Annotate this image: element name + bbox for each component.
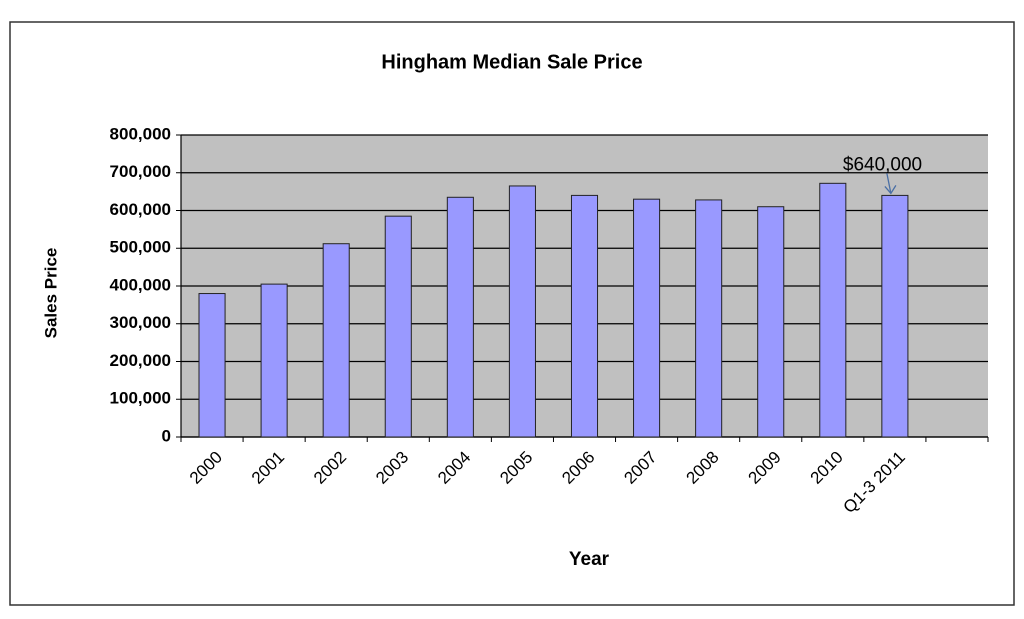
chart-title: Hingham Median Sale Price [381, 51, 642, 73]
bar [322, 243, 350, 438]
y-tick-label: 300,000 [110, 313, 171, 332]
y-axis-label: Sales Price [41, 248, 60, 339]
bar [819, 182, 847, 438]
y-tick-label: 800,000 [110, 124, 171, 143]
y-tick-label: 200,000 [110, 351, 171, 370]
x-axis-label: Year [569, 549, 610, 570]
annotation-arrow [886, 173, 892, 194]
bar [384, 215, 412, 438]
y-tick-label: 600,000 [110, 200, 171, 219]
y-tick-label: 700,000 [110, 162, 171, 181]
bar [446, 196, 474, 438]
bar [881, 194, 909, 438]
bar [570, 194, 599, 438]
y-tick-label: 400,000 [110, 275, 171, 294]
bar [757, 206, 785, 438]
annotation-arrowhead [884, 185, 897, 195]
bar [508, 185, 536, 438]
bar [260, 283, 288, 438]
bar [695, 199, 723, 438]
y-tick-label: 500,000 [110, 238, 171, 257]
y-tick-label: 100,000 [110, 389, 171, 408]
bar [633, 198, 661, 438]
y-tick-label: 0 [162, 426, 171, 445]
bar [198, 293, 226, 438]
annotation: $640,000 [843, 154, 922, 175]
